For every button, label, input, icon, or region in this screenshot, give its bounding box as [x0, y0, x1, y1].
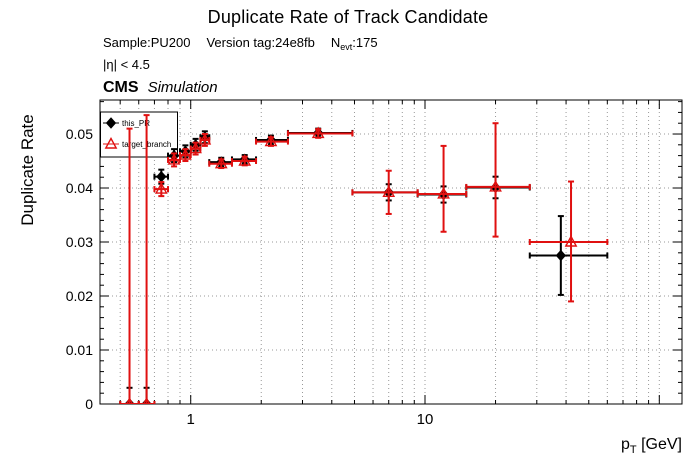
svg-text:this_PR: this_PR	[122, 119, 150, 128]
legend-box	[100, 111, 178, 158]
eta-cut-label: |η| < 4.5	[103, 57, 150, 72]
svg-text:0.01: 0.01	[66, 342, 93, 358]
sample-info-line: Sample:PU200 Version tag:24e8fb Nevt:175	[103, 35, 378, 52]
gridlines	[100, 100, 682, 404]
tick-labels: 1 10 0 0.01 0.02 0.03 0.04 0.05	[66, 126, 434, 428]
svg-text:10: 10	[417, 411, 434, 428]
cms-label: CMS	[103, 79, 139, 96]
svg-text:0.04: 0.04	[66, 180, 93, 196]
version-tag-label: Version tag:24e8fb	[206, 35, 315, 50]
nevt-label: Nevt:175	[330, 35, 378, 52]
x-axis-title: pT [GeV]	[621, 436, 682, 456]
experiment-label: CMS Simulation	[103, 79, 218, 97]
plot-title: Duplicate Rate of Track Candidate	[207, 7, 489, 27]
series-target_branch	[119, 114, 609, 404]
plot-frame	[99, 99, 683, 405]
svg-text:0: 0	[85, 396, 93, 412]
simulation-label: Simulation	[147, 79, 218, 96]
data-series	[119, 114, 609, 404]
sample-label: Sample:PU200	[103, 35, 191, 50]
svg-text:1: 1	[187, 411, 195, 428]
legend: this_PRtarget_branch	[100, 111, 178, 158]
svg-text:0.03: 0.03	[66, 234, 93, 250]
svg-text:0.05: 0.05	[66, 126, 93, 142]
series-this_PR	[119, 127, 609, 404]
svg-text:0.02: 0.02	[66, 288, 93, 304]
